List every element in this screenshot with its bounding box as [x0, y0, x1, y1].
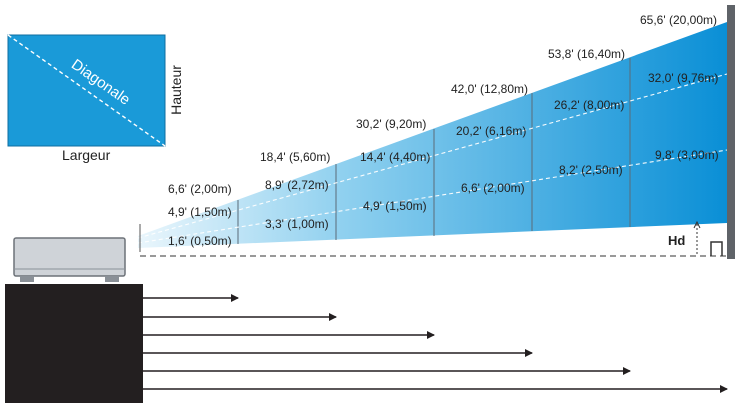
distance-value-1: 1,6' (0,50m) [168, 234, 232, 248]
diagonal-value-2: 18,4' (5,60m) [260, 150, 331, 164]
width-value-4: 20,2' (6,16m) [456, 124, 527, 138]
distance-value-6: 9,8' (3,00m) [655, 148, 719, 162]
hd-label: Hd [668, 233, 686, 248]
diagonal-value-6: 65,6' (20,00m) [640, 13, 717, 27]
distance-dividers [237, 58, 631, 244]
diagonal-value-4: 42,0' (12,80m) [451, 82, 528, 96]
distance-value-4: 6,6' (2,00m) [461, 181, 525, 195]
height-label: Hauteur [168, 65, 184, 115]
width-value-5: 26,2' (8,00m) [554, 98, 625, 112]
projection-screen [727, 5, 735, 259]
width-value-6: 32,0' (9,76m) [648, 71, 719, 85]
screen-corner-bracket [710, 241, 723, 256]
distance-arrows [143, 294, 728, 393]
beam-rays [137, 73, 728, 244]
projector-icon [13, 237, 126, 282]
distance-value-3: 4,9' (1,50m) [363, 199, 427, 213]
distance-value-2: 3,3' (1,00m) [265, 217, 329, 231]
hd-arrow-up-icon [693, 220, 701, 229]
width-label: Largeur [62, 147, 111, 163]
projector-stand [5, 284, 143, 403]
distance-value-5: 8,2' (2,50m) [559, 163, 623, 177]
width-value-3: 14,4' (4,40m) [360, 150, 431, 164]
light-beam [138, 22, 727, 248]
width-value-2: 8,9' (2,72m) [265, 178, 329, 192]
width-value-1: 4,9' (1,50m) [168, 205, 232, 219]
diagonal-value-1: 6,6' (2,00m) [168, 182, 232, 196]
diagonal-value-5: 53,8' (16,40m) [548, 47, 625, 61]
screen-size-box [7, 34, 166, 147]
diagonal-value-3: 30,2' (9,20m) [356, 117, 427, 131]
